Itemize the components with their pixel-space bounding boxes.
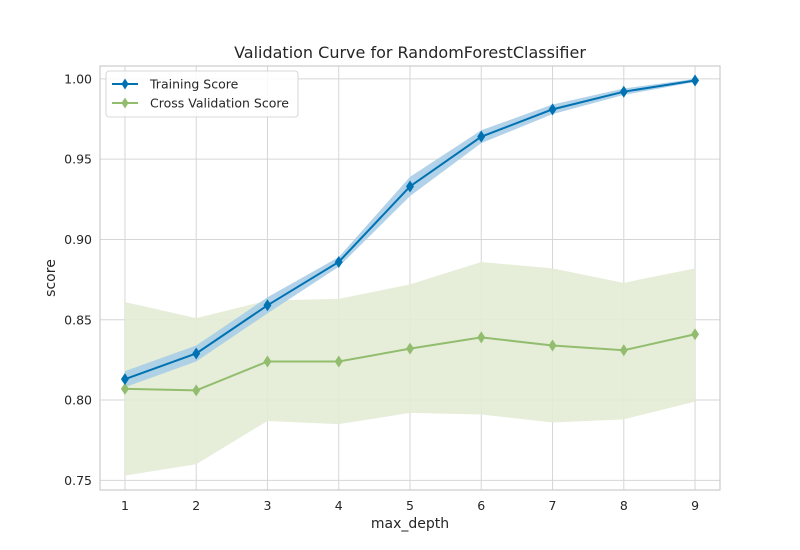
y-tick-labels: 0.75 0.80 0.85 0.90 0.95 1.00: [64, 71, 92, 488]
marker-series-0-point-4: [406, 180, 414, 193]
y-tick-label: 0.95: [64, 152, 92, 167]
x-tick-label: 7: [549, 498, 557, 513]
marker-series-1-point-6: [548, 339, 557, 352]
x-tick-label: 6: [477, 498, 485, 513]
legend-cv-label: Cross Validation Score: [150, 96, 289, 111]
x-tick-label: 1: [121, 498, 129, 513]
marker-series-1-point-7: [619, 344, 628, 357]
marker-series-1-point-0: [120, 382, 129, 395]
band-series-1: [124, 261, 696, 476]
x-tick-labels: 1 2 3 4 5 6 7 8 9: [121, 498, 699, 513]
marker-series-0-point-1: [192, 347, 201, 360]
marker-series-1-point-2: [263, 355, 272, 368]
x-tick-label: 9: [691, 498, 699, 513]
marker-series-0-point-6: [548, 103, 557, 116]
marker-series-1-point-8: [691, 328, 700, 341]
marker-series-1-point-3: [334, 355, 343, 368]
legend-training-marker: [121, 78, 129, 90]
series-markers: [120, 74, 700, 397]
y-axis-label: score: [43, 259, 59, 297]
chart-title: Validation Curve for RandomForestClassif…: [234, 43, 586, 62]
y-tick-label: 1.00: [64, 71, 92, 86]
marker-series-0-point-2: [263, 299, 272, 312]
x-tick-label: 8: [620, 498, 628, 513]
marker-series-0-point-7: [619, 85, 628, 98]
x-axis-label: max_depth: [371, 516, 449, 532]
marker-series-1-point-1: [192, 384, 201, 397]
y-tick-label: 0.80: [64, 393, 92, 408]
marker-series-0-point-5: [477, 130, 486, 143]
legend: Training Score Cross Validation Score: [105, 70, 299, 118]
marker-series-1-point-4: [406, 342, 414, 355]
marker-series-0-point-3: [334, 255, 343, 268]
legend-cv-marker: [121, 97, 129, 109]
y-tick-label: 0.75: [64, 473, 92, 488]
marker-series-1-point-5: [477, 331, 486, 344]
legend-box: [105, 70, 299, 118]
plot-frame: [99, 65, 721, 491]
x-tick-label: 4: [335, 498, 343, 513]
legend-training-label: Training Score: [149, 77, 239, 92]
x-tick-label: 2: [192, 498, 200, 513]
y-tick-label: 0.90: [64, 232, 92, 247]
x-tick-label: 5: [406, 498, 414, 513]
marker-series-0-point-0: [120, 373, 129, 386]
marker-series-0-point-8: [691, 74, 700, 87]
x-tick-label: 3: [263, 498, 271, 513]
y-tick-label: 0.85: [64, 312, 92, 327]
